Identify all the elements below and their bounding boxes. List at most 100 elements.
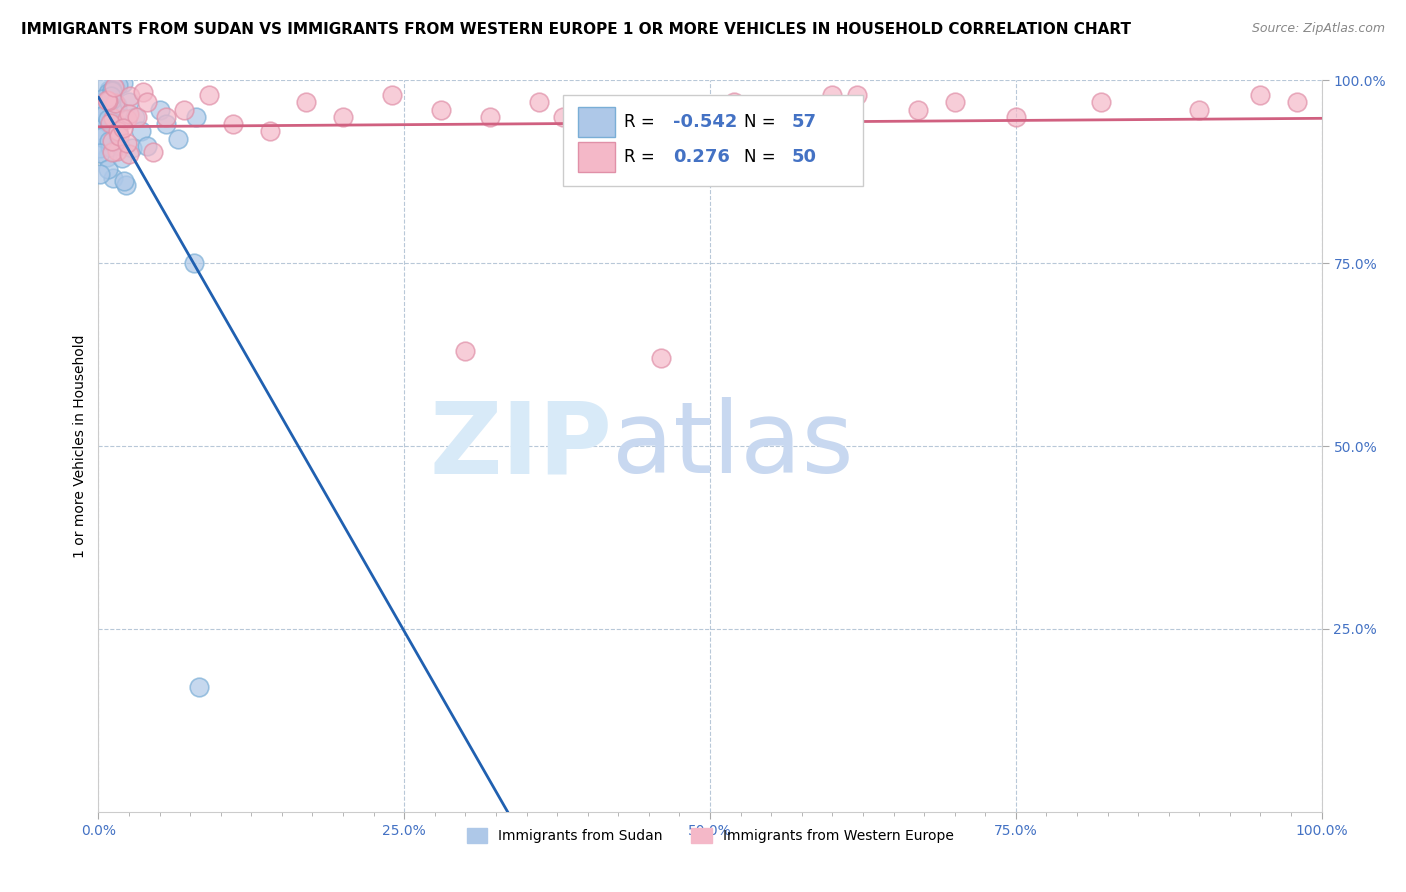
- Point: [103, 130, 125, 145]
- Point: [121, 141, 143, 155]
- Point: [197, 87, 219, 102]
- Point: [101, 85, 124, 99]
- Point: [110, 151, 132, 165]
- Point: [107, 118, 129, 132]
- Point: [118, 95, 141, 110]
- FancyBboxPatch shape: [564, 95, 863, 186]
- Point: [93, 91, 115, 105]
- Legend: Immigrants from Sudan, Immigrants from Western Europe: Immigrants from Sudan, Immigrants from W…: [461, 822, 959, 848]
- Text: Source: ZipAtlas.com: Source: ZipAtlas.com: [1251, 22, 1385, 36]
- Point: [94, 107, 117, 121]
- Point: [100, 117, 122, 131]
- Y-axis label: 1 or more Vehicles in Household: 1 or more Vehicles in Household: [73, 334, 87, 558]
- Text: 0.276: 0.276: [673, 148, 730, 166]
- Point: [943, 95, 966, 110]
- Text: -0.542: -0.542: [673, 113, 738, 131]
- Point: [107, 78, 129, 92]
- Point: [845, 87, 868, 102]
- Point: [454, 343, 477, 358]
- Point: [124, 110, 146, 124]
- Point: [93, 111, 115, 125]
- Point: [1249, 87, 1271, 102]
- Text: N =: N =: [744, 113, 782, 131]
- Text: 57: 57: [792, 113, 817, 131]
- Point: [132, 85, 155, 99]
- Point: [104, 95, 127, 110]
- Point: [91, 92, 114, 106]
- Point: [98, 134, 121, 148]
- Point: [115, 178, 138, 193]
- Point: [112, 173, 135, 187]
- Text: atlas: atlas: [612, 398, 853, 494]
- Point: [103, 171, 125, 186]
- Point: [332, 110, 354, 124]
- Point: [723, 95, 745, 110]
- Point: [136, 95, 159, 110]
- Point: [112, 121, 135, 136]
- Point: [100, 89, 122, 103]
- Point: [186, 110, 208, 124]
- Point: [97, 87, 120, 101]
- Point: [107, 123, 129, 137]
- Point: [98, 116, 121, 130]
- Text: N =: N =: [744, 148, 782, 166]
- Point: [101, 83, 124, 97]
- Point: [183, 256, 205, 270]
- Point: [907, 103, 929, 117]
- Point: [101, 92, 124, 106]
- Point: [107, 127, 129, 141]
- Point: [96, 150, 118, 164]
- Point: [97, 83, 120, 97]
- Point: [1004, 110, 1026, 124]
- Point: [97, 161, 120, 176]
- Point: [222, 117, 245, 131]
- Point: [89, 167, 111, 181]
- Point: [553, 110, 575, 124]
- FancyBboxPatch shape: [578, 143, 614, 171]
- Text: ZIP: ZIP: [429, 398, 612, 494]
- Text: R =: R =: [624, 113, 661, 131]
- Point: [1286, 95, 1309, 110]
- Point: [89, 146, 111, 161]
- Point: [110, 139, 132, 153]
- Point: [101, 134, 124, 148]
- Point: [129, 124, 152, 138]
- Point: [1090, 95, 1112, 110]
- Text: IMMIGRANTS FROM SUDAN VS IMMIGRANTS FROM WESTERN EUROPE 1 OR MORE VEHICLES IN HO: IMMIGRANTS FROM SUDAN VS IMMIGRANTS FROM…: [21, 22, 1130, 37]
- Point: [93, 128, 115, 143]
- Point: [149, 103, 172, 117]
- Point: [108, 129, 131, 144]
- Point: [173, 103, 195, 117]
- Point: [295, 95, 318, 110]
- Text: R =: R =: [624, 148, 661, 166]
- Point: [100, 145, 122, 160]
- Point: [118, 107, 141, 121]
- Point: [97, 94, 120, 108]
- Point: [94, 114, 117, 128]
- Point: [155, 110, 177, 124]
- Point: [98, 91, 121, 105]
- Point: [96, 93, 118, 107]
- Point: [97, 112, 120, 126]
- Point: [98, 118, 121, 132]
- Point: [104, 80, 127, 95]
- Point: [115, 112, 138, 127]
- Point: [111, 76, 134, 90]
- Point: [381, 87, 404, 102]
- Point: [650, 103, 672, 117]
- Point: [125, 110, 148, 124]
- Point: [105, 145, 128, 159]
- Point: [93, 103, 115, 118]
- Point: [100, 94, 122, 108]
- Point: [103, 111, 125, 125]
- Point: [104, 117, 127, 131]
- Point: [259, 124, 281, 138]
- Point: [98, 114, 121, 128]
- Point: [100, 101, 122, 115]
- Point: [117, 136, 139, 150]
- Text: 50: 50: [792, 148, 817, 166]
- Point: [527, 95, 550, 110]
- Point: [576, 117, 599, 131]
- Point: [167, 132, 190, 146]
- Point: [761, 103, 783, 117]
